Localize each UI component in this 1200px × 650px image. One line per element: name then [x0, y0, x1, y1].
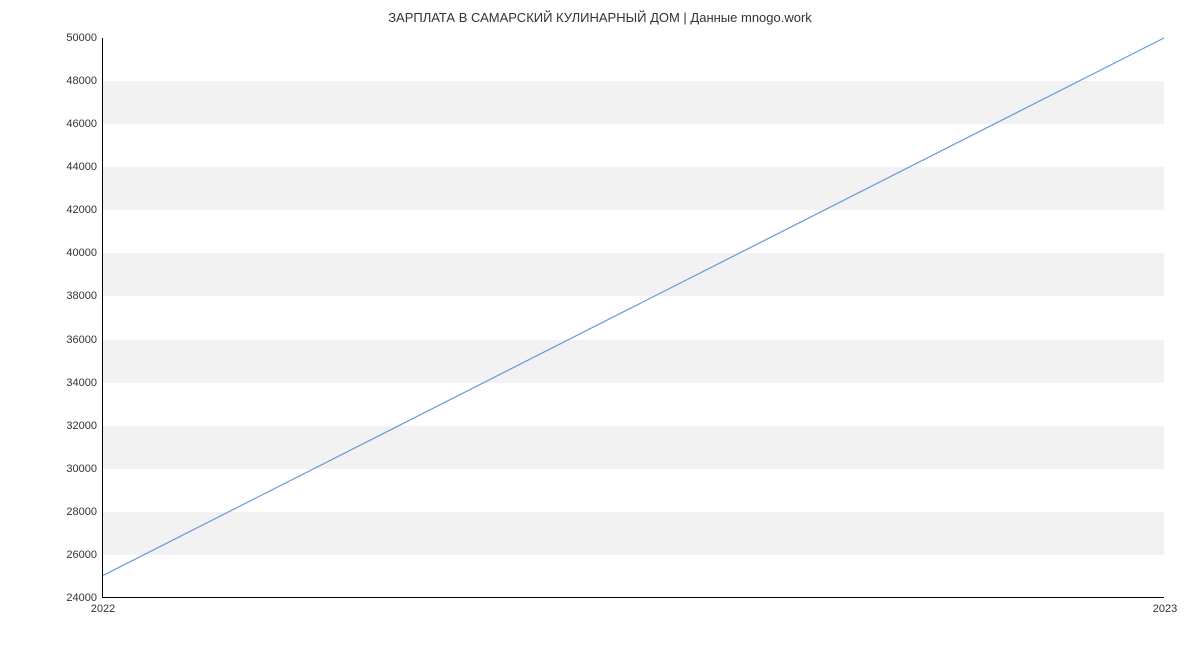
chart-title: ЗАРПЛАТА В САМАРСКИЙ КУЛИНАРНЫЙ ДОМ | Да…: [0, 10, 1200, 25]
y-tick-label: 36000: [66, 334, 97, 346]
x-tick-label: 2023: [1153, 603, 1177, 615]
y-tick-label: 48000: [66, 75, 97, 87]
y-tick-label: 28000: [66, 506, 97, 518]
y-tick-label: 42000: [66, 204, 97, 216]
line-layer: [103, 38, 1164, 597]
y-tick-label: 38000: [66, 290, 97, 302]
y-tick-label: 44000: [66, 161, 97, 173]
y-tick-label: 34000: [66, 377, 97, 389]
y-tick-label: 32000: [66, 420, 97, 432]
y-tick-label: 40000: [66, 247, 97, 259]
y-tick-label: 30000: [66, 463, 97, 475]
y-tick-label: 50000: [66, 32, 97, 44]
y-tick-label: 46000: [66, 118, 97, 130]
salary-chart: ЗАРПЛАТА В САМАРСКИЙ КУЛИНАРНЫЙ ДОМ | Да…: [0, 0, 1200, 650]
x-tick-label: 2022: [91, 603, 115, 615]
y-tick-label: 26000: [66, 549, 97, 561]
plot-area: 2400026000280003000032000340003600038000…: [102, 38, 1164, 598]
series-line-salary: [103, 38, 1164, 576]
